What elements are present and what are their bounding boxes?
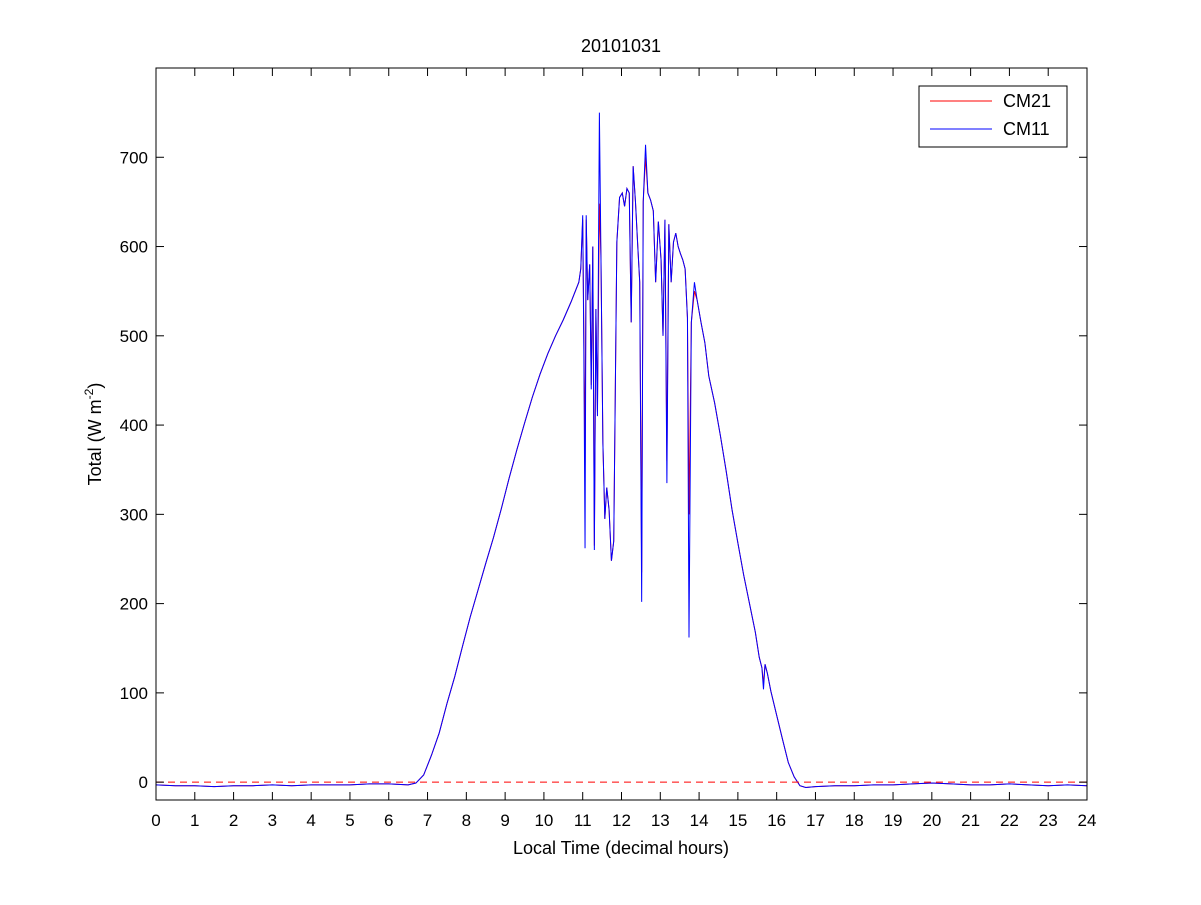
x-tick-label: 14 [690, 811, 709, 830]
x-tick-label: 2 [229, 811, 238, 830]
x-tick-label: 0 [151, 811, 160, 830]
chart-title: 20101031 [581, 36, 661, 56]
x-axis-ticks: 0 1 2 3 4 5 6 7 8 9 10 11 12 13 14 15 16 17 18 19 20 21 22 23 24 [151, 68, 1096, 830]
x-tick-label: 19 [884, 811, 903, 830]
x-tick-label: 13 [651, 811, 670, 830]
x-tick-label: 4 [306, 811, 315, 830]
x-tick-label: 12 [612, 811, 631, 830]
y-tick-label: 300 [120, 505, 148, 524]
x-tick-label: 18 [845, 811, 864, 830]
x-tick-label: 7 [423, 811, 432, 830]
legend: CM21 CM11 [918, 85, 1068, 148]
y-axis-label: Total (W m-2) [82, 383, 105, 486]
x-tick-label: 3 [268, 811, 277, 830]
x-tick-label: 11 [574, 811, 592, 830]
x-tick-label: 16 [767, 811, 786, 830]
x-tick-label: 15 [728, 811, 747, 830]
y-tick-label: 0 [139, 773, 148, 792]
x-tick-label: 5 [345, 811, 354, 830]
x-tick-label: 10 [534, 811, 553, 830]
y-axis-label-main: Total (W m [85, 399, 105, 485]
x-tick-label: 1 [190, 811, 199, 830]
y-tick-label: 200 [120, 595, 148, 614]
x-tick-label: 8 [462, 811, 471, 830]
series-line-cm11 [155, 112, 1088, 789]
x-tick-label: 9 [500, 811, 509, 830]
y-tick-label: 400 [120, 416, 148, 435]
x-tick-label: 23 [1039, 811, 1058, 830]
x-axis-label: Local Time (decimal hours) [513, 838, 729, 858]
x-tick-label: 22 [1000, 811, 1019, 830]
x-tick-label: 21 [961, 811, 980, 830]
y-axis-label-superscript: -2 [82, 388, 96, 399]
x-tick-label: 6 [384, 811, 393, 830]
series-layer [155, 112, 1088, 789]
legend-label-cm21: CM21 [1003, 91, 1051, 111]
plot-area [156, 68, 1087, 800]
y-tick-label: 100 [120, 684, 148, 703]
y-axis-ticks: 0 100 200 300 400 500 600 700 [120, 148, 1087, 792]
y-tick-label: 700 [120, 148, 148, 167]
legend-label-cm11: CM11 [1003, 119, 1050, 139]
x-tick-label: 17 [806, 811, 825, 830]
x-tick-label: 20 [922, 811, 941, 830]
y-tick-label: 600 [120, 238, 148, 257]
y-tick-label: 500 [120, 327, 148, 346]
y-axis-label-suffix: ) [85, 383, 105, 389]
legend-box [918, 85, 1068, 148]
x-tick-label: 24 [1078, 811, 1097, 830]
